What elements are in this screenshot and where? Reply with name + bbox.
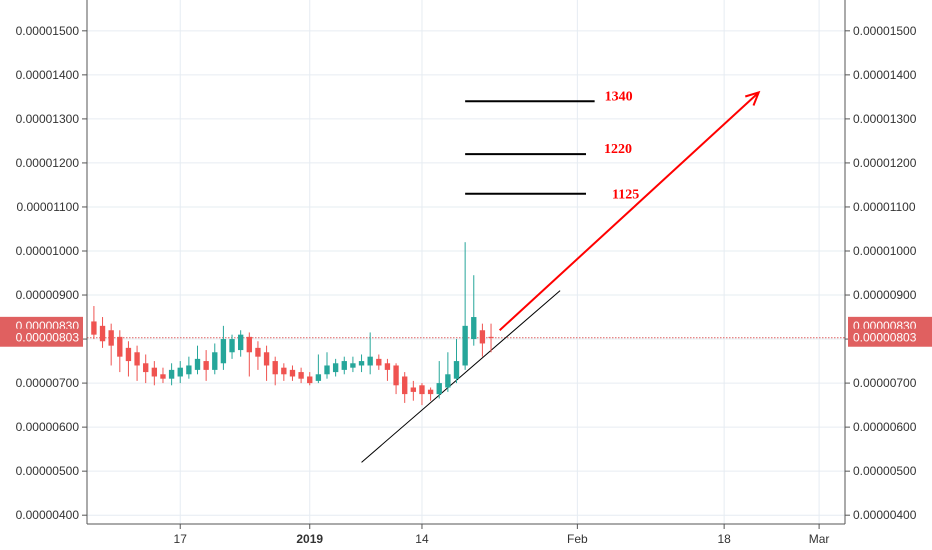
y-tick-label: 0.00001300: [853, 112, 917, 126]
y-tick-label: 0.00001400: [853, 68, 917, 82]
candle-body: [471, 317, 477, 340]
price-tag-label: 0.00000803: [16, 331, 80, 345]
candle-body: [220, 339, 227, 364]
candle-body: [194, 358, 201, 370]
candle-body: [143, 363, 149, 373]
candle-body: [367, 356, 373, 366]
y-tick-label: 0.00001200: [16, 156, 80, 170]
candle-body: [298, 372, 304, 379]
candle-body: [445, 374, 451, 388]
y-tick-label: 0.00000500: [16, 464, 80, 478]
candle-body: [229, 339, 235, 353]
candle-body: [281, 367, 287, 375]
candle-body: [177, 367, 183, 377]
y-tick-label: 0.00001500: [16, 24, 80, 38]
candle-body: [108, 330, 114, 346]
x-tick-label: Feb: [567, 532, 588, 546]
candle-body: [427, 389, 434, 395]
candle-body: [307, 376, 313, 384]
resistance-label: 1340: [605, 89, 633, 104]
candle-body: [151, 367, 158, 377]
candle-body: [212, 352, 218, 370]
candle-body: [324, 365, 330, 375]
y-tick-label: 0.00001000: [853, 244, 917, 258]
y-tick-label: 0.00000900: [16, 288, 80, 302]
x-tick-label: 14: [415, 532, 429, 546]
candle-body: [341, 361, 347, 370]
x-axis: 17 2019 14 Feb 18 Mar: [174, 524, 830, 546]
candle-body: [255, 347, 261, 357]
y-tick-label: 0.00000900: [853, 288, 917, 302]
x-tick-label: 17: [174, 532, 188, 546]
grid-lines: [87, 0, 845, 524]
candle-body: [436, 383, 442, 395]
x-tick-label: 2019: [296, 532, 323, 546]
candle-body: [263, 352, 270, 366]
y-tick-label: 0.00000700: [16, 376, 80, 390]
trendline: [361, 290, 561, 463]
price-tag-bg: [0, 328, 83, 347]
arrow-shaft: [498, 91, 760, 331]
candle-body: [358, 361, 365, 366]
y-axis-right: 0.00000400 0.00000500 0.00000600 0.00000700…: [845, 24, 917, 522]
candle-body: [376, 358, 382, 366]
y-axis-left: 0.00000400 0.00000500 0.00000600 0.00000700…: [16, 24, 87, 522]
candle-body: [479, 330, 486, 344]
candle-body: [186, 365, 192, 375]
candle-body: [453, 361, 460, 379]
candle-body: [393, 365, 399, 386]
candle-body: [410, 387, 417, 392]
chart-drawings: 1340 1220 1125: [361, 89, 761, 463]
candle-body: [462, 325, 468, 366]
candle-body: [315, 374, 322, 381]
candle-body: [160, 374, 166, 379]
y-tick-label: 0.00000700: [853, 376, 917, 390]
candle-body: [488, 336, 494, 338]
candle-body: [350, 363, 356, 368]
chart-frame: [86, 0, 846, 525]
y-tick-label: 0.00001400: [16, 68, 80, 82]
y-tick-label: 0.00001500: [853, 24, 917, 38]
x-tick-label: 18: [717, 532, 731, 546]
resistance-label: 1220: [604, 142, 632, 157]
candle-body: [237, 334, 244, 351]
candles: [91, 242, 494, 406]
candle-body: [203, 361, 209, 370]
price-tag-label: 0.00000803: [853, 331, 917, 345]
y-tick-label: 0.00000400: [853, 508, 917, 522]
y-tick-label: 0.00000500: [853, 464, 917, 478]
candle-body: [272, 361, 278, 375]
candle-body: [402, 376, 408, 395]
candle-body: [125, 347, 132, 362]
resistance-label: 1125: [612, 188, 639, 203]
candle-body: [289, 369, 296, 377]
candle-body: [419, 385, 425, 395]
candle-body: [168, 369, 175, 379]
candle-body: [332, 363, 339, 373]
candle-body: [91, 321, 97, 335]
candle-body: [246, 336, 252, 353]
candle-body: [117, 336, 123, 357]
candle-body: [384, 363, 391, 370]
arrow-head: [744, 90, 761, 106]
candle-body: [134, 352, 140, 366]
y-tick-label: 0.00001100: [16, 200, 79, 214]
y-tick-label: 0.00000600: [16, 420, 80, 434]
y-tick-label: 0.00000400: [16, 508, 80, 522]
y-tick-label: 0.00001200: [853, 156, 917, 170]
x-tick-label: Mar: [809, 532, 830, 546]
y-tick-label: 0.00001000: [16, 244, 80, 258]
candle-body: [99, 325, 106, 342]
y-tick-label: 0.00001100: [853, 200, 916, 214]
y-tick-label: 0.00001300: [16, 112, 80, 126]
price-tag-bg: [848, 328, 932, 347]
y-tick-label: 0.00000600: [853, 420, 917, 434]
